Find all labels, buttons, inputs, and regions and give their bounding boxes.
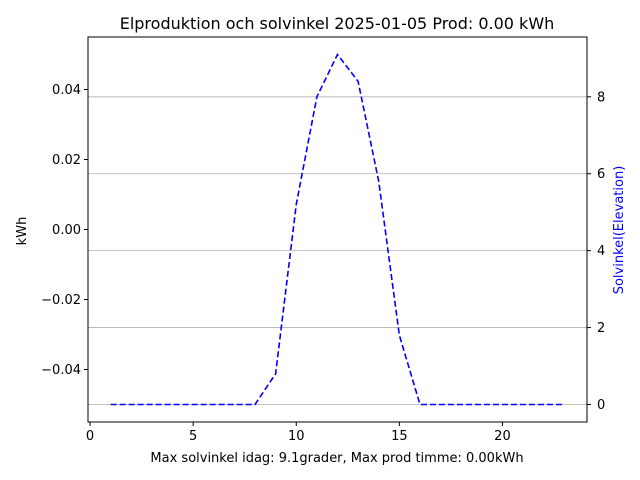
y-left-tick-label: −0.02 [41,293,81,308]
y-right-tick-label: 4 [597,244,605,259]
plot-frame [87,36,588,423]
tick-layer: 0 5 10 15 20 −0.04 −0.02 0.00 0.02 0.04 0 2 4 6 8 [41,83,605,444]
y-right-tick-label: 2 [597,321,605,336]
grid-layer [88,96,587,405]
series-line [110,52,565,406]
x-tick-label: 0 [86,429,94,444]
x-tick-label: 10 [288,429,305,444]
x-axis-label: Max solvinkel idag: 9.1grader, Max prod … [150,451,523,466]
y-right-tick-label: 6 [597,167,605,182]
y-right-tick-label: 8 [597,90,605,105]
x-tick-label: 5 [189,429,197,444]
y-left-tick-label: −0.04 [41,363,81,378]
chart-title: Elproduktion och solvinkel 2025-01-05 Pr… [120,14,555,33]
y-left-tick-label: 0.02 [52,153,81,168]
x-tick-label: 15 [391,429,408,444]
x-tick-label: 20 [494,429,511,444]
series-layer [110,52,565,406]
y-right-tick-label: 0 [597,398,605,413]
y-left-tick-label: 0.00 [52,223,81,238]
y-axis-label-right: Solvinkel(Elevation) [612,166,627,295]
y-left-tick-label: 0.04 [52,83,81,98]
y-axis-label-left: kWh [15,217,30,246]
